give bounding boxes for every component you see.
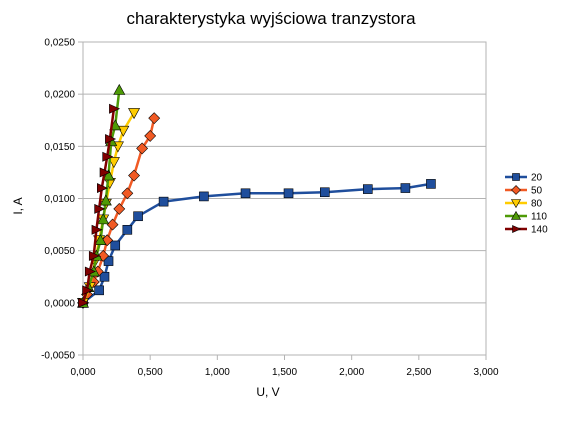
data-point-140 [84, 266, 96, 277]
data-point-20 [158, 196, 169, 207]
y-tick-label: 0,0050 [44, 246, 75, 257]
data-point-20 [362, 184, 373, 194]
data-point-20 [133, 211, 143, 222]
data-point-50 [128, 169, 140, 182]
data-point-80 [117, 125, 130, 137]
y-tick-labels: -0,0050 0,0000 0,0050 0,0100 0,0150 0,0200 0,0… [41, 38, 83, 362]
data-point-20 [240, 188, 251, 199]
legend-marker [512, 225, 522, 233]
data-point-20 [283, 188, 294, 199]
grid-lines [83, 93, 486, 304]
data-point-20 [122, 225, 133, 235]
data-point-50 [121, 187, 134, 200]
x-tick-label: 1,500 [272, 367, 297, 378]
series-layer [76, 83, 436, 309]
data-point-110 [102, 169, 115, 181]
data-point-110 [94, 234, 107, 246]
x-axis-title: U, V [256, 385, 279, 399]
data-point-140 [78, 297, 90, 308]
legend-label: 110 [531, 212, 547, 223]
legend-marker [510, 199, 522, 209]
y-tick-label: 0,0150 [44, 142, 75, 153]
x-tick-label: 0,500 [138, 367, 163, 378]
legend-item-110: 110 [505, 210, 547, 223]
data-point-140 [105, 134, 117, 144]
data-point-50 [144, 129, 157, 142]
data-point-20 [319, 187, 330, 198]
data-point-50 [106, 218, 119, 231]
x-tick-label: 3,000 [473, 367, 498, 378]
data-point-140 [88, 250, 100, 261]
x-tick-label: 1,000 [205, 367, 230, 378]
data-point-110 [113, 83, 126, 95]
data-point-140 [109, 103, 121, 114]
data-point-140 [82, 285, 94, 296]
data-point-140 [102, 151, 114, 162]
legend-label: 50 [531, 186, 543, 197]
legend-item-50: 50 [505, 185, 543, 197]
legend-label: 140 [531, 225, 548, 236]
y-axis-title: I, A [11, 197, 25, 214]
data-point-20 [94, 285, 104, 296]
legend: 20 50 80 110 140 [505, 173, 548, 236]
legend-item-20: 20 [505, 173, 543, 184]
y-tick-label: 0,0100 [44, 194, 75, 205]
data-point-110 [97, 213, 110, 225]
x-tick-label: 2,500 [406, 367, 431, 378]
series-line-20 [82, 182, 432, 304]
legend-marker [512, 173, 520, 181]
legend-marker [511, 185, 521, 195]
data-point-20 [426, 179, 436, 189]
data-point-110 [99, 194, 112, 206]
legend-marker [510, 210, 522, 220]
data-point-140 [97, 183, 109, 194]
y-tick-label: -0,0050 [41, 351, 75, 362]
data-point-80 [107, 157, 120, 169]
legend-item-80: 80 [505, 199, 543, 210]
y-tick-label: 0,0250 [44, 38, 75, 49]
data-point-140 [94, 203, 106, 214]
data-point-140 [99, 167, 111, 178]
y-tick-label: 0,0000 [44, 298, 75, 309]
data-point-80 [128, 108, 141, 120]
data-point-20 [400, 183, 411, 193]
data-point-50 [148, 112, 161, 125]
chart-title: charakterystyka wyjściowa tranzystora [126, 9, 416, 28]
legend-label: 80 [531, 199, 543, 210]
data-point-140 [91, 224, 103, 235]
x-tick-label: 0,000 [70, 367, 95, 378]
y-tick-label: 0,0200 [44, 90, 75, 101]
data-point-50 [113, 203, 126, 215]
data-point-50 [136, 142, 149, 155]
data-point-20 [199, 191, 209, 202]
x-tick-label: 2,000 [339, 367, 364, 378]
x-tick-labels: 0,000 0,500 1,000 1,500 2,000 2,500 3,000 [70, 355, 499, 378]
series-140 [78, 103, 121, 308]
legend-label: 20 [531, 173, 543, 184]
data-point-20 [99, 271, 110, 282]
data-point-20 [110, 240, 121, 251]
data-point-20 [103, 256, 114, 266]
legend-item-140: 140 [505, 225, 548, 236]
